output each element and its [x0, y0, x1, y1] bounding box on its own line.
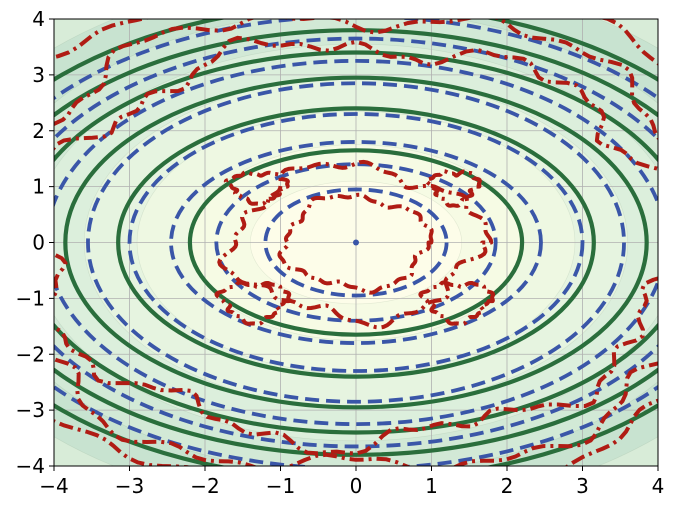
y-tick-label: −2 — [16, 342, 45, 366]
x-tick-label: 2 — [501, 474, 514, 498]
y-tick-label: −1 — [16, 286, 45, 310]
dashed-contour-line — [54, 59, 658, 426]
y-tick-label: 3 — [32, 63, 45, 87]
x-tick-label: 1 — [425, 474, 438, 498]
dashdot-contour-line — [54, 35, 658, 456]
dashed-contour-line — [127, 112, 585, 373]
y-tick-label: 2 — [32, 119, 45, 143]
y-tick-label: −4 — [16, 454, 45, 478]
solid-contour-line — [187, 148, 525, 337]
solid-contour-line — [54, 28, 658, 457]
dashed-contour-line — [169, 140, 543, 345]
solid-contour-line — [63, 75, 649, 410]
x-tick-label: −2 — [190, 474, 219, 498]
dashed-contour-line — [86, 81, 626, 404]
x-tick-label: −4 — [39, 474, 68, 498]
center-marker-layer — [353, 239, 359, 246]
x-tick-label: −1 — [266, 474, 295, 498]
x-tick-label: 3 — [576, 474, 589, 498]
x-tick-label: 0 — [350, 474, 363, 498]
y-tick-label: 4 — [32, 7, 45, 31]
x-axis-ticks: −4 −3 −2 −1 0 1 2 3 4 — [39, 466, 664, 498]
y-tick-label: 0 — [32, 231, 45, 255]
y-axis-ticks: −4 −3 −2 −1 0 1 2 3 4 — [16, 7, 54, 478]
x-tick-label: −3 — [115, 474, 144, 498]
y-tick-label: 1 — [32, 175, 45, 199]
x-tick-label: 4 — [652, 474, 665, 498]
center-point — [353, 239, 359, 246]
dashdot-contour-line — [223, 170, 290, 206]
dashed-contour-series — [54, 19, 658, 466]
dashdot-contour-line — [277, 192, 434, 295]
dashdot-contour-line — [217, 159, 494, 330]
solid-contour-line — [116, 106, 596, 379]
dashdot-contour-line — [418, 280, 496, 326]
y-tick-label: −3 — [16, 398, 45, 422]
dashed-contour-line — [263, 187, 449, 298]
dashdot-contour-line — [54, 19, 658, 466]
dashed-contour-line — [54, 36, 658, 449]
solid-contour-line — [54, 50, 658, 435]
grid-layer — [54, 19, 658, 466]
dashdot-contour-line — [214, 280, 292, 326]
solid-contour-series — [54, 19, 658, 466]
